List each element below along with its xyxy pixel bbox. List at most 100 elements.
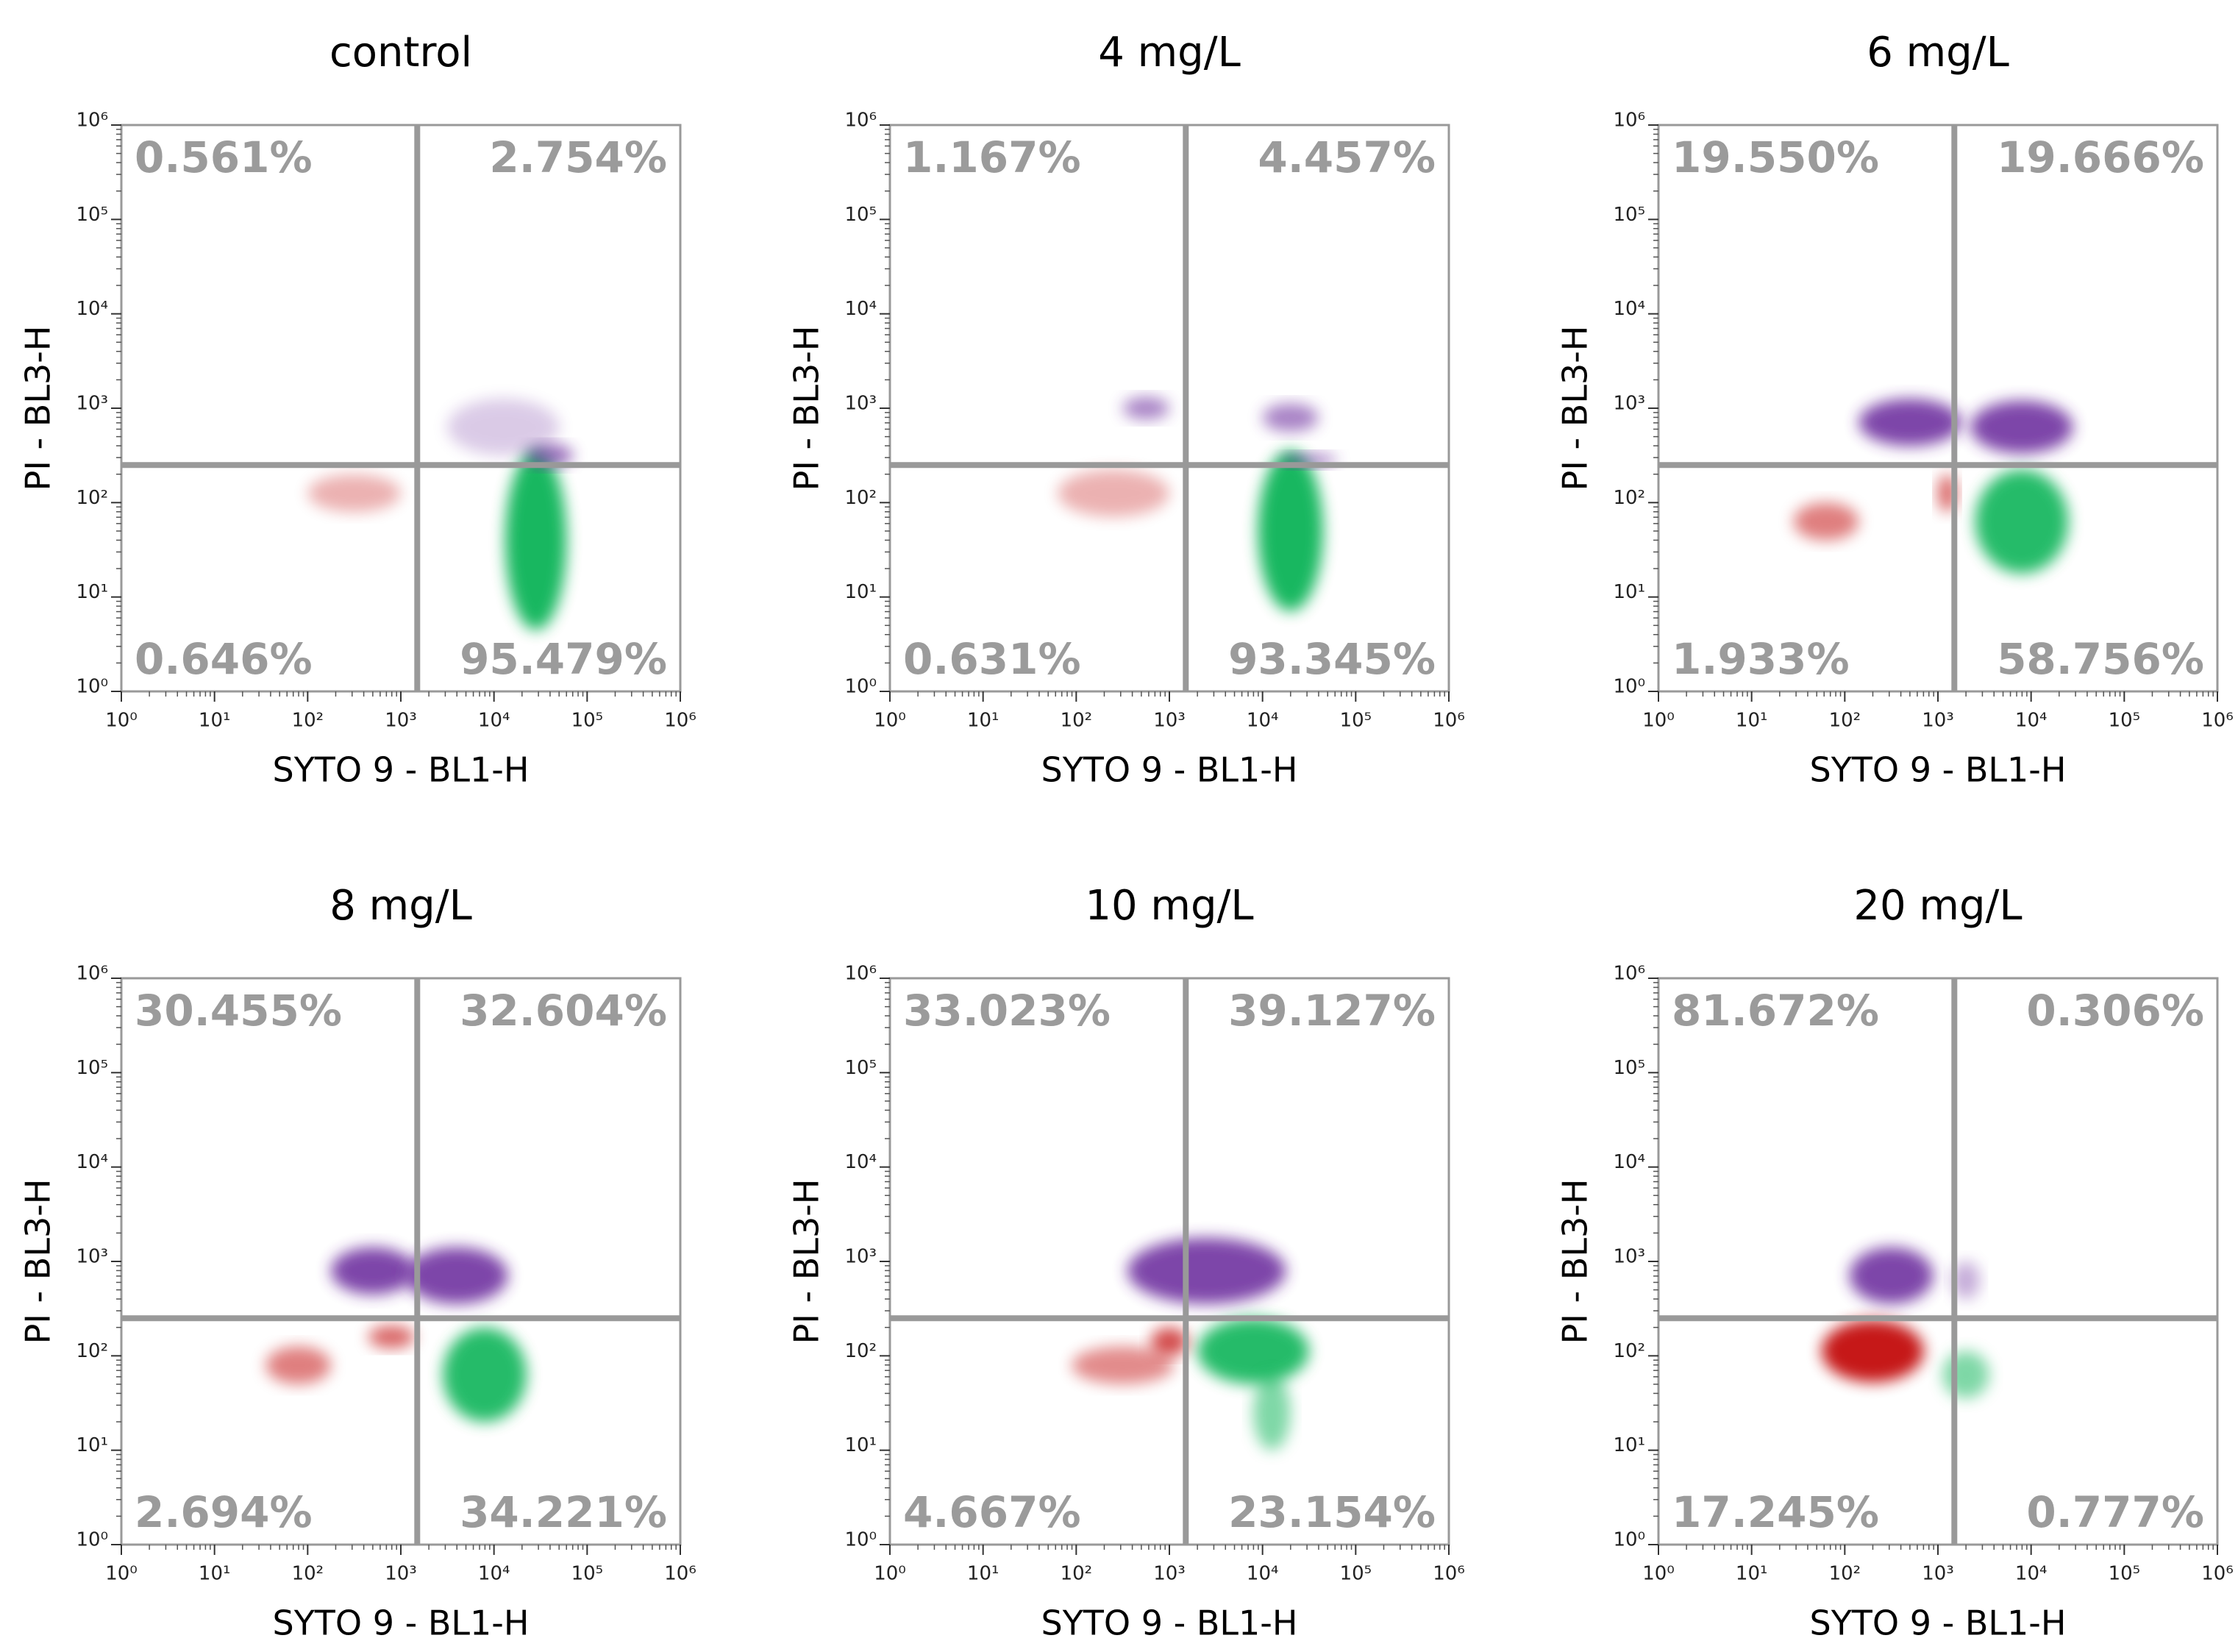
cell-cloud — [1975, 469, 2069, 574]
quadrant-percent: 2.694% — [135, 1487, 313, 1537]
cell-cloud — [527, 444, 574, 467]
y-tick-label: 10⁴ — [844, 1151, 877, 1173]
x-tick-label: 10⁰ — [874, 710, 906, 732]
y-tick-label: 10⁰ — [844, 676, 877, 698]
x-tick-label: 10³ — [1153, 710, 1186, 732]
y-tick-label: 10⁵ — [1613, 204, 1645, 226]
x-tick-label: 10² — [1061, 710, 1093, 732]
x-tick-label: 10¹ — [967, 710, 999, 732]
x-axis-label: SYTO 9 - BL1-H — [273, 1603, 530, 1643]
y-tick-label: 10⁴ — [844, 298, 877, 320]
x-tick-label: 10³ — [1153, 1563, 1186, 1585]
cell-cloud — [1859, 399, 1961, 446]
x-tick-label: 10¹ — [1736, 1563, 1768, 1585]
cell-clouds — [266, 1247, 527, 1423]
panel: control 10⁰ 10¹ 10² 10³ 10⁴ 10⁵ 10⁶ 10⁰ 10¹ 10² 10³… — [18, 29, 696, 789]
cell-cloud — [1970, 400, 2073, 454]
chart-title: 20 mg/L — [1853, 882, 2022, 930]
quadrant-percent: 0.561% — [135, 132, 313, 182]
x-tick-label: 10⁵ — [2109, 1563, 2141, 1585]
x-tick-label: 10⁶ — [2201, 710, 2234, 732]
panel: 20 mg/L 10⁰ 10¹ 10² 10³ 10⁴ 10⁵ 10⁶ 10⁰ 10¹ 10² 10³… — [1555, 882, 2234, 1642]
x-tick-label: 10⁵ — [1340, 710, 1372, 732]
cell-cloud — [1952, 1261, 1980, 1300]
x-tick-label: 10⁶ — [664, 1563, 696, 1585]
cell-clouds — [307, 399, 574, 630]
y-tick-label: 10⁶ — [1613, 110, 1645, 132]
x-tick-label: 10³ — [385, 710, 417, 732]
cell-cloud — [1072, 1346, 1175, 1384]
y-tick-label: 10¹ — [844, 1434, 877, 1456]
y-tick-label: 10¹ — [1613, 1434, 1645, 1456]
x-tick-label: 10² — [1829, 1563, 1861, 1585]
x-tick-label: 10² — [292, 1563, 324, 1585]
cell-cloud — [1821, 1320, 1924, 1383]
y-tick-label: 10⁶ — [1613, 963, 1645, 985]
x-tick-label: 10⁶ — [664, 710, 696, 732]
quadrant-percent: 34.221% — [460, 1487, 667, 1537]
y-tick-label: 10⁵ — [844, 204, 877, 226]
cell-cloud — [447, 399, 560, 456]
y-axis-label: PI - BL3-H — [787, 326, 827, 491]
y-tick-label: 10⁵ — [844, 1057, 877, 1079]
y-tick-label: 10² — [76, 1340, 108, 1362]
x-tick-label: 10⁰ — [1642, 1563, 1675, 1585]
y-tick-label: 10³ — [76, 393, 108, 415]
x-tick-label: 10² — [1829, 710, 1861, 732]
x-tick-label: 10⁰ — [1642, 710, 1675, 732]
cell-cloud — [1122, 396, 1170, 420]
x-axis-label: SYTO 9 - BL1-H — [1810, 750, 2067, 790]
y-tick-label: 10⁰ — [76, 676, 108, 698]
y-tick-label: 10² — [844, 487, 877, 509]
y-tick-label: 10⁵ — [76, 1057, 108, 1079]
x-tick-label: 10⁶ — [1433, 1563, 1465, 1585]
x-tick-label: 10⁰ — [105, 710, 138, 732]
cell-cloud — [405, 1247, 508, 1304]
y-tick-label: 10⁴ — [76, 298, 108, 320]
y-tick-label: 10⁶ — [844, 110, 877, 132]
cell-cloud — [1197, 1318, 1309, 1384]
quadrant-percent: 58.756% — [1997, 634, 2204, 684]
x-axis-label: SYTO 9 - BL1-H — [1810, 1603, 2067, 1643]
cell-cloud — [368, 1325, 415, 1349]
panel: 6 mg/L 10⁰ 10¹ 10² 10³ 10⁴ 10⁵ 10⁶ 10⁰ 10¹ 10² 10³ 1… — [1555, 29, 2234, 789]
y-tick-label: 10⁴ — [76, 1151, 108, 1173]
x-tick-label: 10⁰ — [874, 1563, 906, 1585]
cell-cloud — [1058, 469, 1169, 517]
x-tick-label: 10³ — [1922, 1563, 1954, 1585]
y-tick-label: 10⁰ — [844, 1529, 877, 1551]
x-tick-label: 10⁴ — [478, 1563, 510, 1585]
quadrant-percent: 4.667% — [903, 1487, 1081, 1537]
quadrant-percent: 23.154% — [1228, 1487, 1436, 1537]
x-tick-label: 10⁴ — [478, 710, 510, 732]
x-tick-label: 10⁶ — [2201, 1563, 2234, 1585]
cell-cloud — [331, 1247, 415, 1295]
quadrant-percent: 93.345% — [1228, 634, 1436, 684]
chart-title: control — [329, 29, 472, 76]
x-axis-label: SYTO 9 - BL1-H — [1041, 1603, 1298, 1643]
cell-cloud — [1793, 502, 1859, 541]
quadrant-percent: 30.455% — [135, 986, 342, 1036]
panel: 8 mg/L 10⁰ 10¹ 10² 10³ 10⁴ 10⁵ 10⁶ 10⁰ 10¹ 10² 10³ 1… — [18, 882, 696, 1642]
y-tick-label: 10¹ — [844, 581, 877, 603]
y-tick-label: 10¹ — [76, 581, 108, 603]
y-axis-label: PI - BL3-H — [1555, 1179, 1595, 1345]
quadrant-percent: 2.754% — [489, 132, 667, 182]
quadrant-percent: 81.672% — [1672, 986, 1879, 1036]
y-axis-label: PI - BL3-H — [18, 1179, 58, 1345]
cell-cloud — [1258, 450, 1323, 611]
cell-cloud — [1942, 1350, 1989, 1399]
x-tick-label: 10⁵ — [571, 710, 604, 732]
quadrant-percent: 0.631% — [903, 634, 1081, 684]
quadrant-percent: 0.777% — [2026, 1487, 2204, 1537]
y-tick-label: 10⁶ — [844, 963, 877, 985]
x-tick-label: 10¹ — [1736, 710, 1768, 732]
quadrant-percent: 33.023% — [903, 986, 1111, 1036]
y-tick-label: 10⁰ — [1613, 1529, 1645, 1551]
y-tick-label: 10² — [1613, 487, 1645, 509]
cell-cloud — [1262, 403, 1319, 432]
chart-title: 6 mg/L — [1867, 29, 2009, 76]
x-tick-label: 10³ — [385, 1563, 417, 1585]
panel: 10 mg/L 10⁰ 10¹ 10² 10³ 10⁴ 10⁵ 10⁶ 10⁰ 10¹ 10² 10³… — [787, 882, 1465, 1642]
y-tick-label: 10⁶ — [76, 110, 108, 132]
